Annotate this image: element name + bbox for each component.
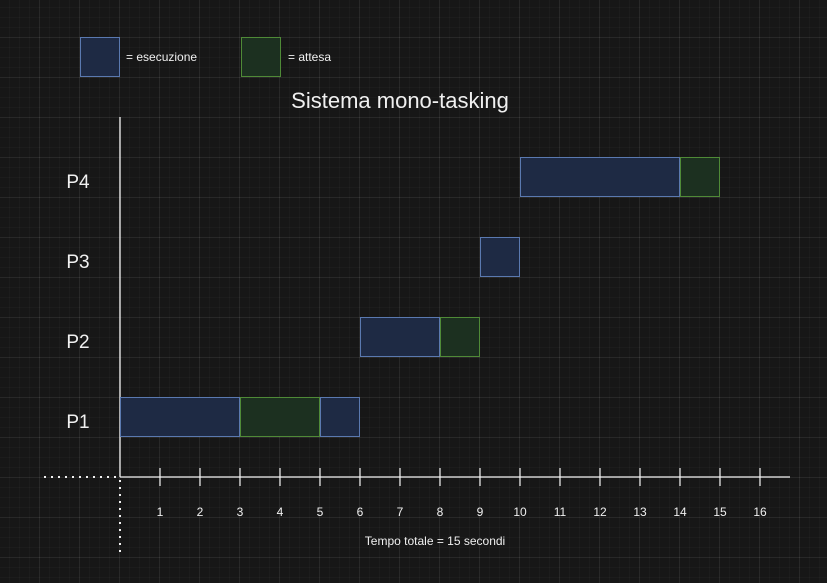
- waiting-bar-p2-1: [440, 317, 480, 357]
- execution-bar-p4-0: [520, 157, 680, 197]
- legend-swatch-execution: [80, 37, 120, 77]
- legend-label-execution: = esecuzione: [126, 50, 198, 64]
- row-label-p1: P1: [66, 412, 90, 433]
- x-tick-label-12: 12: [593, 505, 607, 519]
- x-tick-label-3: 3: [237, 505, 244, 519]
- execution-bar-p1-0: [120, 397, 240, 437]
- legend-swatch-waiting: [241, 37, 281, 77]
- x-tick-label-10: 10: [513, 505, 527, 519]
- execution-bar-p3-0: [480, 237, 520, 277]
- x-tick-label-14: 14: [673, 505, 687, 519]
- x-tick-label-2: 2: [197, 505, 204, 519]
- diagram-title: Sistema mono-tasking: [291, 88, 509, 113]
- execution-bar-p1-2: [320, 397, 360, 437]
- x-tick-label-7: 7: [397, 505, 404, 519]
- x-tick-label-5: 5: [317, 505, 324, 519]
- x-tick-label-13: 13: [633, 505, 647, 519]
- x-tick-label-9: 9: [477, 505, 484, 519]
- x-tick-label-8: 8: [437, 505, 444, 519]
- x-tick-label-16: 16: [753, 505, 767, 519]
- x-tick-label-1: 1: [157, 505, 164, 519]
- execution-bar-p2-0: [360, 317, 440, 357]
- total-time-caption: Tempo totale = 15 secondi: [364, 534, 506, 548]
- x-tick-label-15: 15: [713, 505, 727, 519]
- x-tick-label-11: 11: [554, 505, 567, 519]
- x-tick-label-4: 4: [277, 505, 284, 519]
- x-tick-label-6: 6: [357, 505, 364, 519]
- row-label-p3: P3: [66, 252, 90, 273]
- waiting-bar-p4-1: [680, 157, 720, 197]
- row-label-p4: P4: [66, 172, 90, 193]
- legend-label-waiting: = attesa: [288, 50, 332, 64]
- row-label-p2: P2: [66, 332, 90, 353]
- waiting-bar-p1-1: [240, 397, 320, 437]
